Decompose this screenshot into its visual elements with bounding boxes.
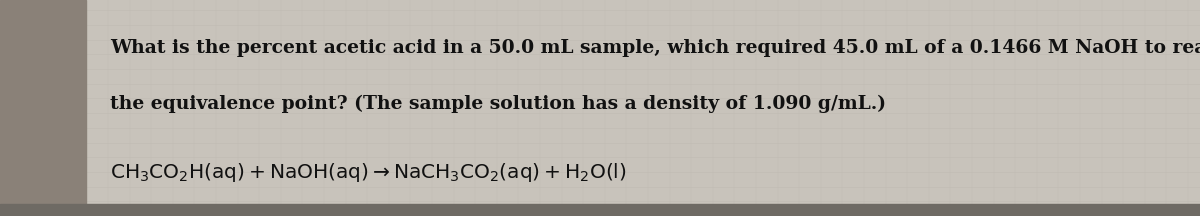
Text: the equivalence point? (The sample solution has a density of 1.090 g/mL.): the equivalence point? (The sample solut…	[110, 95, 887, 113]
Bar	[0, 0, 86, 216]
Text: $\mathrm{CH_3CO_2H(aq) + NaOH(aq) \rightarrow NaCH_3CO_2(aq) + H_2O(l)}$: $\mathrm{CH_3CO_2H(aq) + NaOH(aq) \right…	[110, 161, 628, 184]
Text: What is the percent acetic acid in a 50.0 mL sample, which required 45.0 mL of a: What is the percent acetic acid in a 50.…	[110, 38, 1200, 57]
Bar	[0, 204, 1200, 216]
